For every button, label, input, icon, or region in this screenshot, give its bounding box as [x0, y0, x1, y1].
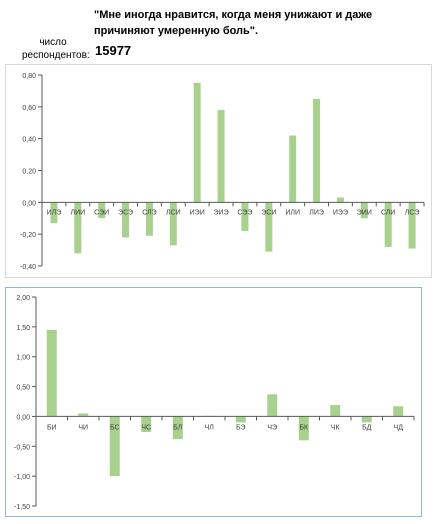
y-tick-label: 0,80: [22, 73, 36, 80]
y-tick-label: 0,40: [22, 137, 36, 144]
bar-СЛИ: [384, 202, 392, 247]
category-label: ЭСЭ: [118, 209, 133, 216]
socionic-types-chart-svg: -0,40 -0,20 0,00 0,20 0,40 0,60 0,80 ИЛЭ ЛИИ СЭИ Э…: [20, 73, 425, 271]
category-label: ЛИИ: [70, 209, 85, 216]
category-label: ИЛЭ: [47, 209, 62, 216]
category-label: СЛЭ: [142, 209, 156, 216]
functions-chart-svg: -1,50 -1,00 -0,50 0,00 0,50 1,00 1,50 2,00 БИ ЧИ Б…: [14, 295, 415, 511]
category-label: ЧЛ: [205, 424, 215, 431]
bar-ЧИ: [78, 413, 89, 417]
y-tick-label: -0,50: [14, 444, 30, 451]
category-label: СЛИ: [381, 209, 395, 216]
bar-ЛИИ: [74, 202, 82, 254]
category-label: ЧЭ: [267, 424, 277, 431]
category-label: ЧД: [394, 424, 404, 431]
functions-chart: -1,50 -1,00 -0,50 0,00 0,50 1,00 1,50 2,00 БИ ЧИ Б…: [5, 287, 422, 517]
category-label: БК: [299, 424, 309, 431]
y-tick-label: -0,40: [20, 264, 36, 271]
y-tick-label: -1,50: [14, 504, 30, 511]
y-tick-label: 0,60: [22, 105, 36, 112]
bar-БЛ: [172, 416, 183, 440]
category-label: БЛ: [173, 424, 183, 431]
bar-БС: [109, 416, 120, 477]
respondents-label: число респондентов:: [22, 37, 90, 61]
y-tick-label: -1,00: [14, 474, 30, 481]
bar-ЛИЭ: [313, 98, 321, 203]
category-label: ИЛИ: [285, 209, 300, 216]
bar-ЭИЭ: [217, 110, 225, 203]
bar-ИЭИ: [193, 82, 201, 203]
category-label: БД: [362, 424, 372, 431]
category-label: ЭИИ: [357, 209, 372, 216]
bar-ЛСЭ: [408, 202, 416, 249]
respondents-count: 15977: [95, 43, 132, 58]
category-label: ИЭЭ: [333, 209, 348, 216]
bar-БД: [361, 416, 372, 423]
category-label: ЭИЭ: [214, 209, 229, 216]
bar-ЭСЭ: [122, 202, 130, 238]
bar-ЧД: [393, 406, 404, 417]
category-label: СЭИ: [94, 209, 109, 216]
bar-ИЭЭ: [336, 197, 344, 203]
category-label: БЭ: [236, 424, 246, 431]
category-label: БИ: [47, 424, 57, 431]
bar-СЛЭ: [145, 202, 153, 236]
y-tick-label: 0,20: [22, 169, 36, 176]
category-label: ЭСИ: [261, 209, 276, 216]
y-tick-label: 2,00: [16, 295, 30, 302]
bar-ЭСИ: [265, 202, 273, 252]
y-tick-label: 0,00: [22, 200, 36, 207]
category-label: ЧИ: [78, 424, 88, 431]
survey-question: "Мне иногда нравится, когда меня унижают…: [94, 9, 373, 37]
category-label: ИЭИ: [190, 209, 205, 216]
category-label: ЧС: [141, 424, 151, 431]
bar-ЧС: [141, 416, 152, 432]
bar-ЛСИ: [169, 202, 177, 246]
y-tick-label: 0,00: [16, 414, 30, 421]
bar-БЭ: [235, 416, 246, 423]
y-tick-label: 1,00: [16, 355, 30, 362]
bar-ИЛИ: [289, 135, 297, 203]
y-tick-label: -0,20: [20, 232, 36, 239]
category-label: БС: [110, 424, 120, 431]
bar-ЭИИ: [360, 202, 368, 219]
bar-БК: [298, 416, 309, 441]
category-label: ЧК: [331, 424, 341, 431]
category-label: ЛСЭ: [405, 209, 420, 216]
bar-БИ: [46, 329, 57, 417]
category-label: СЭЭ: [237, 209, 252, 216]
y-tick-label: 1,50: [16, 325, 30, 332]
bar-СЭЭ: [241, 202, 249, 231]
category-label: ЛИЭ: [309, 209, 324, 216]
socionic-types-chart: -0,40 -0,20 0,00 0,20 0,40 0,60 0,80 ИЛЭ ЛИИ СЭИ Э…: [5, 64, 432, 278]
bar-ЧЭ: [267, 394, 278, 417]
bar-ЧК: [330, 405, 341, 417]
bar-СЭИ: [98, 202, 106, 219]
bar-ИЛЭ: [50, 202, 58, 224]
category-label: ЛСИ: [166, 209, 181, 216]
y-tick-label: 0,50: [16, 385, 30, 392]
